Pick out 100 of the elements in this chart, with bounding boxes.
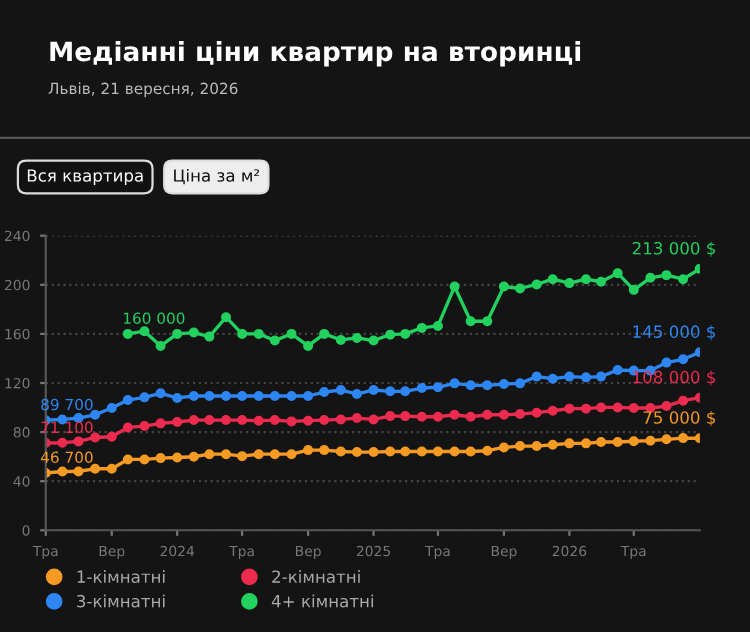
point <box>564 438 575 449</box>
point <box>253 328 264 339</box>
point <box>286 416 297 427</box>
point <box>400 328 411 339</box>
legend-label: 2-кімнатні <box>272 570 360 583</box>
point <box>581 438 592 449</box>
point <box>253 415 264 426</box>
point <box>531 279 542 290</box>
point <box>498 378 509 389</box>
point <box>645 435 656 446</box>
point <box>564 371 575 382</box>
point <box>172 328 183 339</box>
point <box>188 451 199 462</box>
point <box>465 316 476 327</box>
point <box>400 386 411 397</box>
point <box>188 415 199 426</box>
point <box>368 414 379 425</box>
point <box>416 411 427 422</box>
point <box>204 415 215 426</box>
point <box>237 415 248 426</box>
line-series <box>45 392 700 448</box>
point <box>400 446 411 457</box>
annotation: 108 000 $ <box>633 370 716 386</box>
point <box>335 384 346 395</box>
point <box>221 449 232 460</box>
point <box>498 442 509 453</box>
point <box>237 328 248 339</box>
point <box>253 449 264 460</box>
legend-label: 4+ кімнатні <box>271 594 373 608</box>
point <box>335 414 346 425</box>
point <box>106 463 117 474</box>
annotation: 213 000 $ <box>632 241 716 257</box>
point <box>612 402 623 413</box>
point <box>155 388 166 399</box>
point <box>172 417 183 428</box>
point <box>155 453 166 464</box>
point <box>498 281 509 292</box>
point <box>368 384 379 395</box>
point <box>385 386 396 397</box>
point <box>564 403 575 414</box>
point <box>303 445 314 456</box>
point <box>678 395 689 406</box>
point <box>237 391 248 401</box>
point <box>515 283 526 294</box>
point <box>416 322 427 333</box>
point <box>319 445 330 456</box>
point <box>612 437 623 448</box>
point <box>547 405 558 416</box>
chart-title: Медіанні ціни квартир на вторинці <box>50 40 581 67</box>
point <box>628 403 639 414</box>
point <box>90 409 101 420</box>
point <box>515 378 526 389</box>
point <box>645 272 656 283</box>
point <box>106 431 117 442</box>
point <box>432 446 443 457</box>
point <box>351 413 362 424</box>
point <box>612 268 623 279</box>
point <box>547 439 558 450</box>
point <box>335 446 346 457</box>
point <box>465 380 476 391</box>
point <box>303 415 314 426</box>
point <box>449 281 460 292</box>
point <box>269 335 280 346</box>
point <box>172 452 183 463</box>
point <box>269 449 280 460</box>
point <box>416 446 427 457</box>
point <box>122 328 133 339</box>
point <box>139 454 150 465</box>
point <box>122 422 133 433</box>
point <box>449 446 460 457</box>
point <box>416 383 427 394</box>
point <box>661 401 672 412</box>
point <box>432 320 443 331</box>
point <box>661 270 672 281</box>
point <box>139 421 150 432</box>
legend-label: 3-кімнатні <box>77 594 165 608</box>
point <box>678 433 689 444</box>
point <box>351 389 362 400</box>
point <box>661 357 672 368</box>
point <box>628 284 639 295</box>
point <box>90 463 101 474</box>
point <box>319 328 330 339</box>
point <box>122 454 133 465</box>
point <box>482 409 493 420</box>
point <box>155 340 166 351</box>
point <box>269 415 280 426</box>
point <box>385 446 396 457</box>
point <box>188 327 199 338</box>
point <box>547 274 558 285</box>
point <box>335 334 346 345</box>
point <box>351 447 362 458</box>
point <box>73 436 84 447</box>
point <box>581 372 592 383</box>
point <box>482 316 493 327</box>
point <box>286 391 297 401</box>
point <box>678 354 689 365</box>
point <box>449 378 460 389</box>
point <box>628 436 639 447</box>
point <box>73 466 84 477</box>
point <box>221 312 232 323</box>
